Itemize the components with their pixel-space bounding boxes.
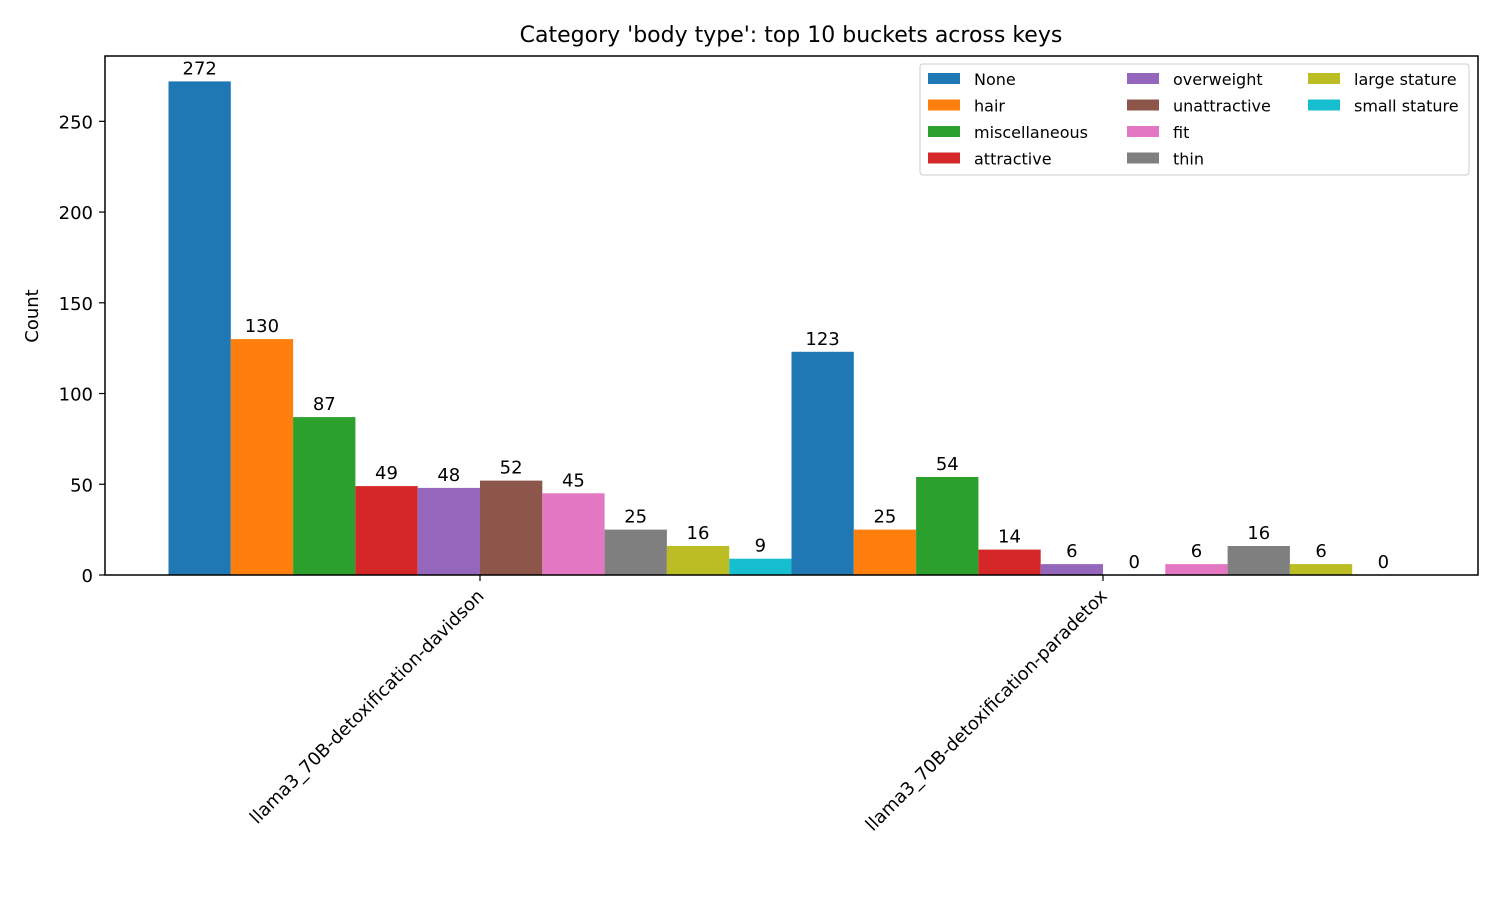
y-tick-label: 100 (59, 385, 93, 406)
x-tick-label-1: llama3_70B-detoxification-davidson (246, 586, 489, 829)
data-label-unattractive-1: 52 (500, 458, 523, 479)
legend-swatch-hair (928, 99, 960, 111)
data-label-hair-1: 130 (245, 316, 279, 337)
legend-swatch-fit (1127, 126, 1159, 137)
data-label-small-stature-2: 0 (1378, 552, 1389, 573)
bars-group (168, 81, 1353, 576)
legend-box (919, 63, 1470, 176)
bar-fit-1 (542, 493, 605, 575)
data-label-miscellaneous-1: 87 (313, 394, 336, 415)
bar-unattractive-1 (480, 480, 543, 575)
y-tick-label: 50 (70, 475, 93, 496)
bar-attractive-1 (355, 486, 418, 575)
data-label-small-stature-1: 9 (755, 536, 766, 557)
data-label-fit-2: 6 (1191, 541, 1202, 562)
data-label-large-stature-1: 16 (687, 523, 710, 544)
data-labels-group: 272 123 130 25 87 54 49 14 48 6 52 0 45 6 25 16 16 6 9 0 (183, 58, 1390, 573)
legend-swatch-thin (1127, 152, 1159, 164)
legend-swatch-small-stature (1308, 99, 1340, 111)
legend-label-large-stature: large stature (1354, 70, 1457, 89)
legend-swatch-miscellaneous (928, 126, 960, 137)
bar-miscellaneous-1 (293, 417, 356, 575)
bar-large-stature-1 (666, 546, 730, 575)
legend-swatch-none (928, 73, 960, 84)
x-tick-label-2: llama3_70B-detoxification-paradetox (862, 585, 1112, 835)
data-label-hair-2: 25 (873, 507, 896, 528)
y-tick-label: 150 (59, 294, 93, 315)
legend-label-unattractive: unattractive (1173, 97, 1271, 116)
plot-frame (104, 55, 1479, 576)
data-label-attractive-2: 14 (998, 527, 1021, 548)
data-label-thin-1: 25 (624, 507, 647, 528)
legend-label-overweight: overweight (1173, 70, 1263, 89)
bar-overweight-1 (417, 487, 480, 575)
legend-swatch-attractive (928, 152, 960, 164)
y-tick-label: 200 (59, 203, 93, 224)
bar-miscellaneous-2 (916, 477, 979, 575)
data-label-none-1: 272 (183, 58, 217, 79)
bar-none-1 (168, 81, 231, 576)
legend-swatch-large-stature (1308, 73, 1340, 84)
data-label-miscellaneous-2: 54 (936, 454, 959, 475)
bar-attractive-2 (978, 549, 1041, 575)
bar-small-stature-1 (729, 558, 792, 575)
legend-label-thin: thin (1173, 150, 1204, 169)
bar-large-stature-2 (1289, 564, 1353, 575)
data-label-attractive-1: 49 (375, 463, 398, 484)
data-label-none-2: 123 (805, 329, 839, 350)
legend-swatch-overweight (1127, 73, 1159, 84)
data-label-overweight-1: 48 (437, 465, 460, 486)
data-label-thin-2: 16 (1247, 523, 1270, 544)
y-axis: 0 50 100 150 200 250 (59, 112, 105, 587)
y-tick-label: 250 (59, 112, 93, 133)
legend-label-none: None (974, 70, 1016, 89)
y-axis-label: Count (22, 289, 43, 342)
y-tick-label: 0 (82, 566, 93, 587)
bar-hair-1 (230, 339, 294, 575)
legend-label-small-stature: small stature (1354, 97, 1459, 116)
bar-thin-2 (1227, 546, 1290, 575)
legend: None hair miscellaneous attractive overweigh… (919, 63, 1470, 176)
chart-title: Category 'body type': top 10 buckets acr… (520, 23, 1063, 48)
data-label-large-stature-2: 6 (1315, 541, 1326, 562)
data-label-unattractive-2: 0 (1128, 552, 1139, 573)
legend-swatch-unattractive (1127, 99, 1159, 111)
legend-label-attractive: attractive (974, 150, 1052, 169)
data-label-fit-1: 45 (562, 470, 585, 491)
legend-label-hair: hair (974, 97, 1005, 116)
bar-hair-2 (853, 529, 917, 575)
bar-thin-1 (604, 529, 667, 575)
bar-overweight-2 (1040, 564, 1103, 575)
bar-none-2 (791, 351, 854, 575)
legend-label-miscellaneous: miscellaneous (974, 123, 1088, 142)
data-label-overweight-2: 6 (1066, 541, 1077, 562)
legend-label-fit: fit (1173, 123, 1189, 142)
bar-fit-2 (1165, 564, 1228, 575)
x-axis: llama3_70B-detoxification-davidson llama3… (246, 575, 1112, 835)
